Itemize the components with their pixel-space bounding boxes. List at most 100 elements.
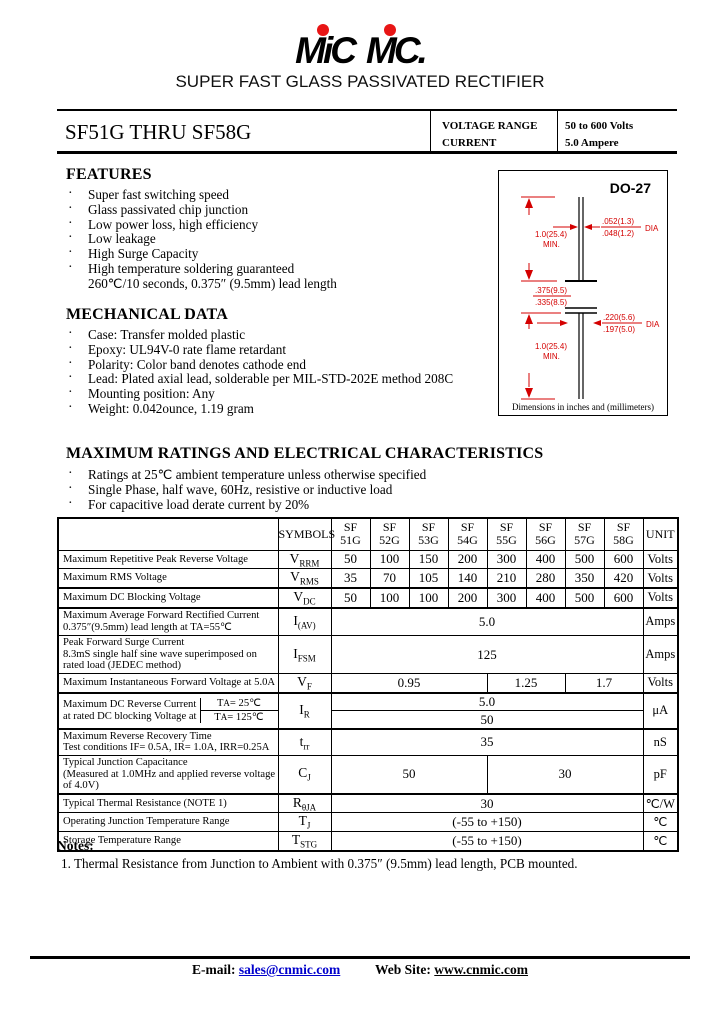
table-cell: 0.95 [330,673,488,694]
empty-corner-cell [57,517,279,551]
row-symbol: trr [277,728,332,756]
website-label: Web Site: [375,962,431,977]
package-outline-box: DO-27 1.0(25.4) MIN. .052(1.3) [498,170,668,416]
bullet-icon: · [68,355,73,371]
feature-item: · High temperature soldering guaranteed [68,259,295,276]
table-row: Typical Thermal Resistance (NOTE 1) RθJA… [57,793,679,814]
bullet-icon: · [68,215,73,231]
lead-diameter-unit: DIA [645,224,659,233]
notes-section: Notes: 1. Thermal Resistance from Juncti… [57,838,677,872]
table-cell: 300 [486,549,527,570]
top-lead-length: 1.0(25.4) [535,230,567,239]
bullet-icon: · [68,230,73,246]
row-symbol: RθJA [277,793,332,814]
row-symbol: VF [277,673,332,694]
part-column-header: SF 53G [408,517,449,551]
table-cell: 70 [369,568,410,589]
table-row: Maximum Instantaneous Forward Voltage at… [57,673,679,694]
logo-red-dot [384,24,396,36]
ratings-item: · Ratings at 25℃ ambient temperature unle… [68,466,427,482]
table-row: Maximum DC Reverse Current at rated DC b… [57,692,679,730]
ratings-table: SYMBOLS SF 51G SF 52G SF 53G SF 54G SF 55G SF… [57,517,679,852]
notes-heading: Notes: [57,838,94,853]
email-link[interactable]: sales@cnmic.com [238,962,341,977]
mechanical-item: · Epoxy: UL94V-0 rate flame retardant [68,340,286,357]
table-cell: 50 [330,549,371,570]
table-cell: 350 [564,568,605,589]
feature-item: · Low power loss, high efficiency [68,215,259,232]
lead-diameter-max: .052(1.3) [602,217,634,226]
row-label: Maximum RMS Voltage [57,568,279,589]
email-label: E-mail: [191,962,236,977]
bottom-lead-length: 1.0(25.4) [535,342,567,351]
mechanical-item: · Mounting position: Any [68,385,215,402]
logo-text-left: MiC [295,30,357,71]
row-label: Typical Thermal Resistance (NOTE 1) [57,793,279,814]
part-column-header: SF 51G [330,517,371,551]
voltage-range-label: VOLTAGE RANGE [442,120,538,132]
symbols-header: SYMBOLS [277,517,335,551]
package-name: DO-27 [610,180,651,196]
part-column-header: SF 52G [369,517,410,551]
table-row: Maximum Average Forward Rectified Curren… [57,607,679,637]
dimension-arrow-left [593,320,601,326]
top-lead-length-min: MIN. [543,240,560,249]
current-value: 5.0 Ampere [565,137,619,149]
lead-diameter-min: .048(1.2) [602,229,634,238]
table-cell: (-55 to +150) [330,812,644,833]
table-cell: 50 [330,754,488,795]
table-header-row: SYMBOLS SF 51G SF 52G SF 53G SF 54G SF 55G SF… [57,517,679,551]
row-unit: Volts [642,673,679,694]
row-unit: nS [642,728,679,756]
feature-continuation: 260℃/10 seconds, 0.375″ (9.5mm) lead len… [88,275,337,291]
table-cell: 125 [330,635,644,675]
table-cell: 500 [564,549,605,570]
bullet-icon: · [68,370,73,386]
row-unit: μA [642,692,679,730]
table-row: Typical Junction Capacitance (Measured at… [57,754,679,795]
bullet-icon: · [68,259,73,275]
table-cell: 400 [525,549,566,570]
table-row: Peak Forward Surge Current 8.3mS single h… [57,635,679,675]
row-label: Storage Temperature Range [57,831,279,852]
table-cell: 210 [486,568,527,589]
table-cell: 300 [486,587,527,609]
table-cell: 5.0 [330,607,644,637]
row-symbol: IFSM [277,635,332,675]
spec-values: 50 to 600 Volts 5.0 Ampere [557,111,677,151]
website-link[interactable]: www.cnmic.com [434,962,529,977]
table-row: Maximum Reverse Recovery Time Test condit… [57,728,679,756]
row-label: Maximum Average Forward Rectified Curren… [57,607,279,637]
bullet-icon: · [68,340,73,356]
table-cell: 140 [447,568,488,589]
bullet-icon: · [68,496,73,512]
mic-logo: MiC MC. [0,24,720,71]
table-cell: 420 [603,568,644,589]
part-column-header: SF 58G [603,517,644,551]
part-column-header: SF 56G [525,517,566,551]
bullet-icon: · [68,200,73,216]
dimension-arrow-down [525,388,533,398]
feature-item: · Low leakage [68,230,156,247]
mechanical-data-section: MECHANICAL DATA · Case: Transfer molded p… [57,306,517,417]
voltage-range-value: 50 to 600 Volts [565,120,634,132]
table-cell: 400 [525,587,566,609]
row-symbol: VRMS [277,568,332,589]
do27-package-diagram: DO-27 1.0(25.4) MIN. .052(1.3) [512,180,660,412]
row-label: Maximum Instantaneous Forward Voltage at… [57,673,279,694]
features-heading: FEATURES [66,166,152,183]
row-unit: Volts [642,587,679,609]
bullet-icon: · [68,399,73,415]
bullet-icon: · [68,326,73,341]
row-label: Maximum DC Blocking Voltage [57,587,279,609]
table-cell: 200 [447,549,488,570]
part-header-box: SF51G THRU SF58G VOLTAGE RANGE CURRENT 5… [57,109,677,154]
table-cell: 105 [408,568,449,589]
table-cell: 280 [525,568,566,589]
table-cell: 35 [330,568,371,589]
row-label: Typical Junction Capacitance (Measured at… [57,754,279,795]
mic-logo-right: MC. [366,24,428,71]
table-cell: 1.25 [486,673,566,694]
